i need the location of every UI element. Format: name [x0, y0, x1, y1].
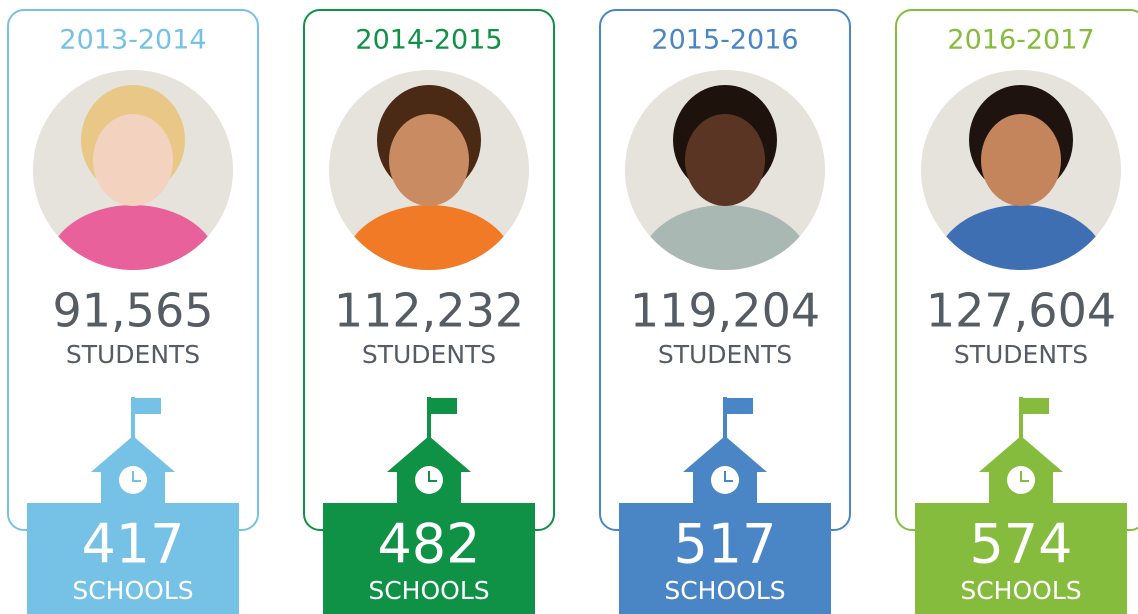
students-count: 127,604 — [926, 284, 1116, 338]
flag — [1023, 398, 1049, 414]
schools-label: SCHOOLS — [72, 576, 193, 605]
students-count: 112,232 — [334, 284, 524, 338]
students-count: 119,204 — [630, 284, 820, 338]
schools-count: 517 — [673, 513, 776, 576]
year: 2014-2015 — [355, 25, 502, 56]
year: 2013-2014 — [59, 25, 206, 56]
year: 2016-2017 — [947, 25, 1094, 56]
students-label: STUDENTS — [954, 340, 1088, 369]
flag — [727, 398, 753, 414]
photo-face — [93, 114, 173, 206]
infographic: 2013-201491,565STUDENTS417SCHOOLS2014-20… — [0, 0, 1138, 614]
students-label: STUDENTS — [66, 340, 200, 369]
students-label: STUDENTS — [658, 340, 792, 369]
students-label: STUDENTS — [362, 340, 496, 369]
schools-label: SCHOOLS — [368, 576, 489, 605]
schools-count: 482 — [377, 513, 480, 576]
flag-pole — [427, 397, 431, 441]
year: 2015-2016 — [651, 25, 798, 56]
schools-count: 417 — [81, 513, 184, 576]
students-count: 91,565 — [53, 284, 214, 338]
flag-pole — [131, 397, 135, 441]
photo-face — [389, 114, 469, 206]
schools-label: SCHOOLS — [960, 576, 1081, 605]
schools-label: SCHOOLS — [664, 576, 785, 605]
flag — [431, 398, 457, 414]
schools-count: 574 — [969, 513, 1072, 576]
flag-pole — [723, 397, 727, 441]
flag — [135, 398, 161, 414]
photo-face — [981, 114, 1061, 206]
photo-face — [685, 114, 765, 206]
flag-pole — [1019, 397, 1023, 441]
